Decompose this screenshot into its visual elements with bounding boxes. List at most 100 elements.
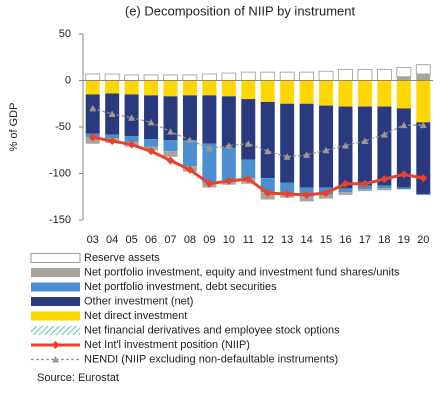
bar-segment — [280, 182, 295, 194]
bar-segment — [318, 70, 334, 81]
bar-segment — [85, 80, 100, 95]
marker — [361, 137, 369, 144]
legend-swatch — [31, 326, 80, 335]
bar-segment — [201, 73, 217, 81]
marker — [108, 136, 117, 145]
marker — [147, 147, 156, 156]
marker — [341, 179, 350, 188]
bar-segment — [357, 68, 373, 81]
bar-segment — [241, 99, 256, 160]
x-tick-label: 12 — [262, 234, 274, 246]
legend-swatch — [31, 268, 80, 277]
bar-segment — [163, 74, 178, 81]
marker — [419, 174, 428, 183]
x-tick-label: 08 — [184, 234, 196, 246]
legend-label: Other investment (net) — [84, 295, 193, 307]
bar-segment — [319, 80, 334, 106]
bar-segment — [357, 80, 372, 107]
chart-title: (e) Decomposition of NIIP by instrument — [125, 3, 356, 18]
bar-segment — [280, 103, 295, 183]
bar-segment — [396, 76, 411, 81]
legend-label: Net Int'l investment position (NIIP) — [84, 339, 250, 351]
legend-label: Reserve assets — [84, 252, 160, 264]
marker — [303, 151, 311, 158]
x-tick-label: 15 — [320, 234, 332, 246]
bar-segment — [319, 105, 334, 188]
legend-label: Net direct investment — [84, 310, 187, 322]
bar-segment — [260, 80, 275, 102]
bar-segment — [163, 96, 178, 141]
marker — [400, 121, 408, 129]
bar-segment — [163, 140, 178, 152]
marker — [205, 144, 213, 152]
bar-segment — [396, 67, 412, 78]
bar-segment — [416, 73, 431, 81]
y-tick-label: -150 — [49, 214, 71, 226]
marker — [225, 142, 233, 149]
bar-segment — [124, 74, 140, 81]
marker — [264, 147, 272, 155]
y-tick-label: -50 — [55, 121, 71, 133]
bar-segment — [85, 73, 101, 81]
marker — [283, 153, 291, 160]
legend-swatch — [31, 297, 80, 306]
marker — [419, 121, 427, 129]
bar-segment — [338, 192, 353, 195]
bar-segment — [357, 106, 372, 186]
bar-segment — [144, 95, 159, 140]
bar-segment — [260, 178, 275, 193]
marker — [185, 165, 194, 174]
x-tick-label: 16 — [339, 234, 351, 246]
x-tick-label: 07 — [164, 234, 176, 246]
bar-segment — [415, 64, 431, 75]
marker — [128, 114, 136, 121]
marker — [322, 189, 331, 198]
bar-segment — [182, 80, 197, 96]
marker — [244, 140, 252, 147]
bar-segment — [416, 80, 431, 123]
marker — [166, 156, 175, 165]
bar-segment — [221, 72, 237, 81]
bar-segment — [299, 80, 314, 104]
y-tick-label: 50 — [59, 28, 71, 40]
x-tick-label: 13 — [281, 234, 293, 246]
marker — [283, 189, 292, 198]
marker — [52, 356, 59, 363]
legend-swatch — [31, 311, 80, 321]
legend-swatch — [31, 282, 80, 292]
bar-segment — [338, 80, 353, 107]
bar-segment — [279, 71, 295, 81]
x-tick-label: 10 — [223, 234, 235, 246]
bar-segment — [143, 74, 159, 81]
bar-segment — [105, 134, 120, 139]
x-tick-label: 19 — [398, 234, 410, 246]
bar-segment — [202, 80, 217, 96]
bar-segment — [338, 188, 353, 193]
y-axis-label: % of GDP — [8, 103, 20, 152]
marker — [360, 179, 369, 188]
bar-segment — [221, 96, 236, 148]
bar-segment — [221, 147, 236, 181]
marker — [147, 118, 155, 126]
bar-segment — [338, 68, 353, 81]
bar-segment — [144, 80, 159, 96]
marker — [302, 190, 311, 199]
bar-segment — [299, 103, 314, 188]
bar-segment — [396, 80, 411, 109]
marker — [51, 341, 60, 349]
marker — [263, 189, 272, 198]
marker — [88, 133, 97, 142]
bar-segment — [416, 193, 431, 195]
bar-segment — [377, 106, 392, 186]
marker — [205, 179, 214, 188]
marker — [127, 140, 136, 149]
bar-segment — [240, 71, 256, 81]
bar-segment — [182, 140, 197, 167]
x-tick-label: 17 — [359, 234, 371, 246]
bar-segment — [260, 101, 275, 179]
y-tick-label: 0 — [65, 74, 71, 86]
bar-segment — [163, 80, 178, 97]
line — [92, 135, 424, 197]
bar-segment — [202, 143, 217, 183]
bar-segment — [377, 185, 392, 189]
